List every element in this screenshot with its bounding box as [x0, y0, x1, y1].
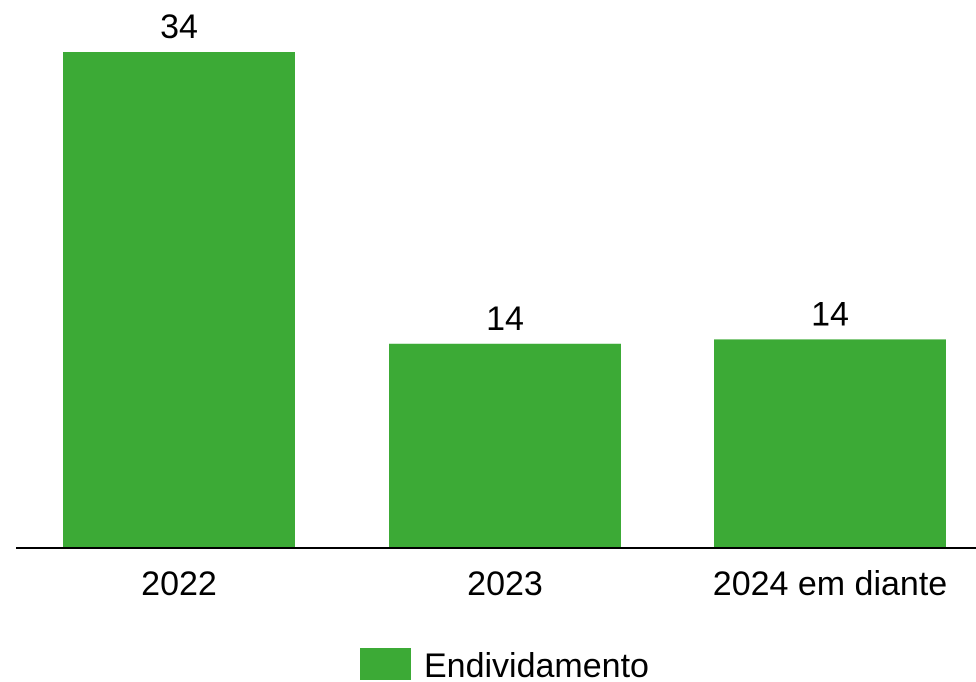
bar-2023 — [389, 343, 621, 548]
legend-label-endividamento: Endividamento — [424, 647, 649, 682]
bar-2024-em-diante — [714, 339, 946, 548]
x-tick-label-2023: 2023 — [467, 565, 543, 603]
x-tick-labels: 2022 2023 2024 em diante — [141, 565, 947, 603]
bar-2022 — [63, 52, 295, 548]
legend-swatch-endividamento — [360, 648, 411, 680]
x-tick-label-2024-em-diante: 2024 em diante — [713, 565, 947, 603]
data-labels: 34 14 14 — [160, 8, 849, 338]
data-label-2023: 14 — [486, 300, 524, 338]
bars-layer — [63, 52, 946, 548]
x-tick-label-2022: 2022 — [141, 565, 217, 603]
data-label-2024-em-diante: 14 — [811, 295, 849, 333]
data-label-2022: 34 — [160, 8, 198, 46]
legend: Endividamento — [360, 647, 649, 682]
